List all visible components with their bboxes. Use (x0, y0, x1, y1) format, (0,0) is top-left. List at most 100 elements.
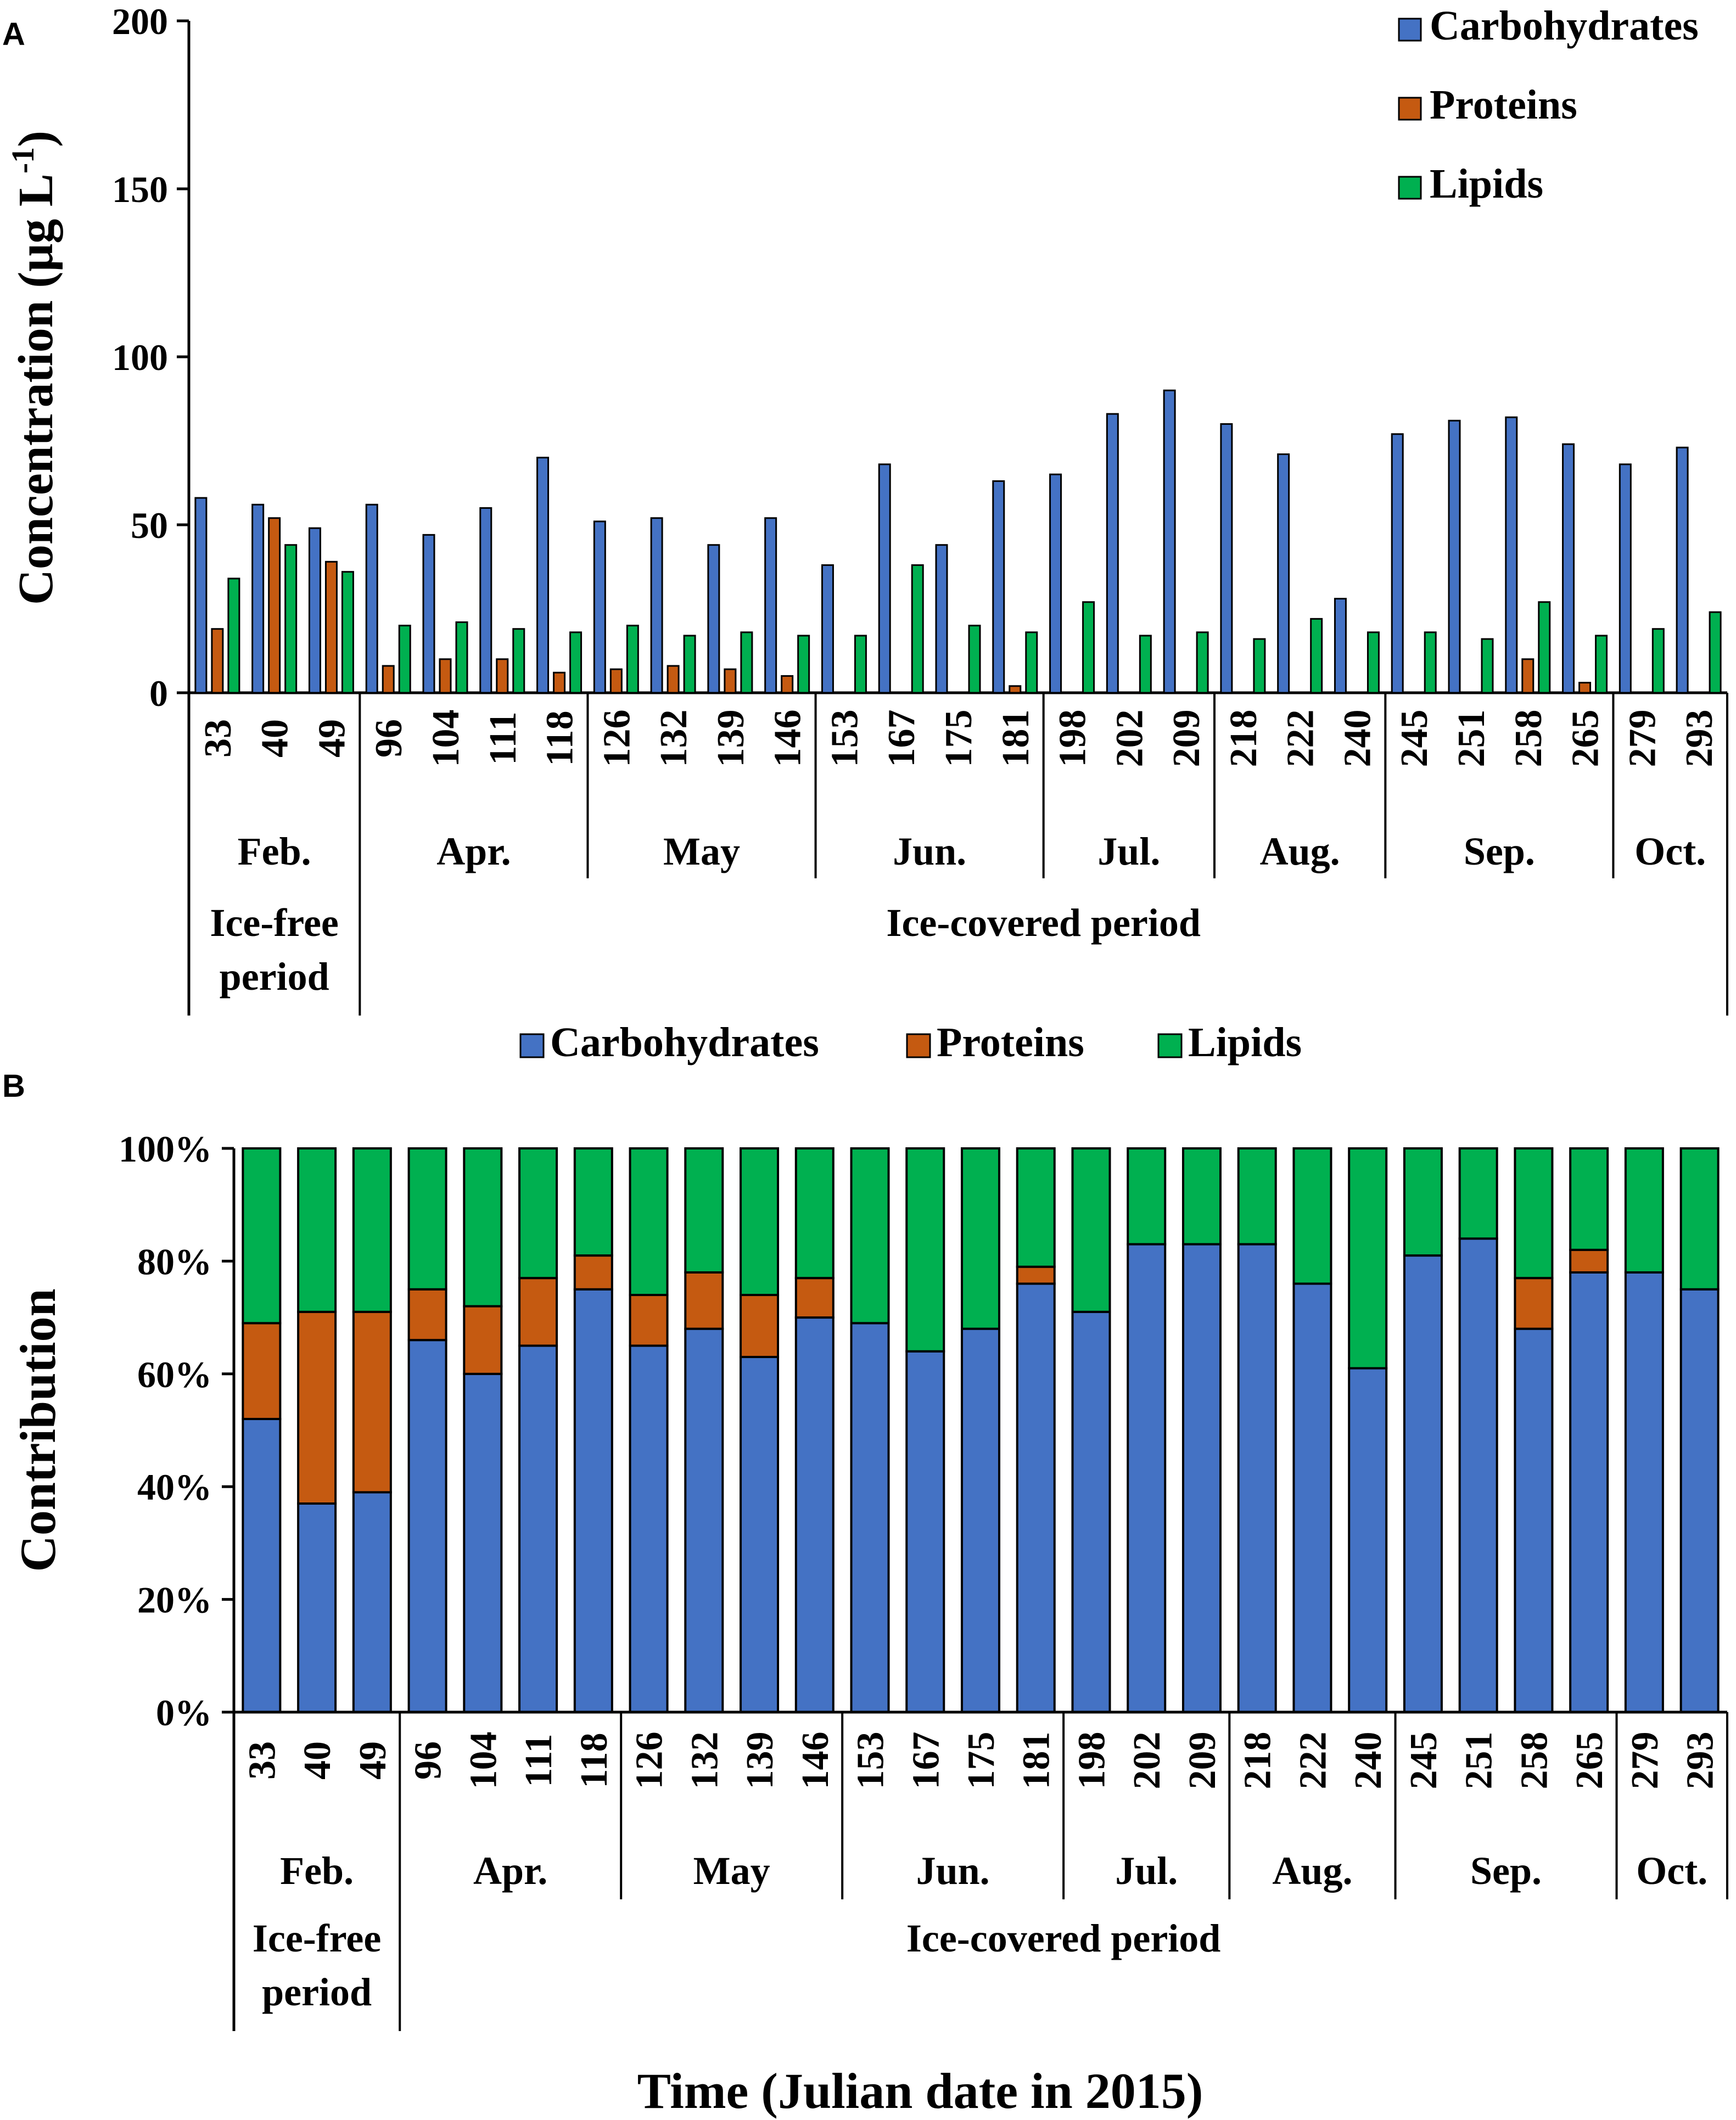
panel-a-bar-proteins (439, 658, 452, 694)
panel-b-bar-segment-proteins (242, 1322, 282, 1420)
panel-a-bar-carbohydrates (1220, 423, 1233, 694)
panel-b-contribution-chart: Carbohydrates Proteins Lipids 0% 20% 40% 60% 80… (10, 1019, 1728, 2031)
panel-b-y-axis-title: Contribution (10, 1288, 66, 1572)
panel-a-legend-label-lipids: Lipids (1430, 161, 1543, 207)
panel-a-x-tick-label: 104 (425, 710, 467, 767)
panel-b-bar-segment-carbohydrates (740, 1355, 780, 1713)
panel-b-x-tick-label: 126 (629, 1732, 671, 1790)
panel-a-bar-lipids (911, 564, 924, 694)
panel-b-bar-segment-proteins (518, 1277, 558, 1347)
panel-a-bar-carbohydrates (878, 463, 891, 694)
panel-a-bar-lipids (1424, 631, 1437, 694)
panel-b-x-tick-label: 198 (1071, 1732, 1113, 1790)
panel-a-month-label: Sep. (1464, 829, 1535, 873)
panel-a-bar-proteins (1009, 685, 1022, 694)
panel-a-bar-carbohydrates (365, 503, 378, 694)
panel-b-bar-segment-lipids (1292, 1147, 1332, 1285)
panel-b-month-label: Sep. (1470, 1849, 1542, 1893)
panel-b-x-tick-label: 175 (960, 1732, 1003, 1790)
panel-b-month-label: May (693, 1849, 770, 1893)
panel-a-bar-lipids (227, 577, 240, 694)
panel-a-bar-lipids (1310, 618, 1323, 694)
panel-a-legend-label-carbohydrates: Carbohydrates (1430, 3, 1699, 49)
panel-b-bar-segment-lipids (850, 1147, 890, 1325)
panel-a-bar-carbohydrates (992, 480, 1005, 694)
panel-a-bar-lipids (1595, 635, 1608, 694)
legend-swatch-lipids (1398, 176, 1422, 200)
panel-a-x-tick-label: 175 (938, 710, 980, 767)
legend-swatch-carbohydrates (519, 1033, 545, 1058)
panel-b-bar-segment-lipids (1181, 1147, 1222, 1246)
panel-b-bar-segment-carbohydrates (684, 1327, 724, 1713)
panel-a-y-tick-label: 200 (112, 1, 168, 42)
panel-b-bar-segment-carbohydrates (297, 1502, 337, 1713)
panel-a-bar-lipids (1082, 601, 1095, 694)
panel-b-bar-segment-lipids (1348, 1147, 1388, 1370)
panel-a-bar-carbohydrates (764, 517, 777, 694)
panel-a-legend-label-proteins: Proteins (1430, 82, 1577, 128)
panel-b-bar-segment-carbohydrates (463, 1372, 503, 1714)
panel-a-x-tick-label: 139 (710, 710, 752, 767)
panel-b-bar-segment-lipids (1679, 1147, 1720, 1291)
panel-a-bar-proteins (667, 665, 680, 694)
panel-a-x-tick-label: 222 (1280, 710, 1322, 767)
panel-b-bar-segment-proteins (629, 1294, 669, 1347)
panel-b-bar-segment-lipids (684, 1147, 724, 1274)
panel-a-bar-proteins (324, 560, 338, 694)
panel-a-month-label: Feb. (238, 829, 311, 873)
panel-a-bar-lipids (1651, 628, 1665, 694)
panel-b-bar-segment-proteins (573, 1254, 613, 1291)
panel-b-bar-segment-lipids (961, 1147, 1000, 1330)
panel-a-bar-lipids (740, 631, 753, 694)
panel-b-x-tick-label: 153 (850, 1732, 892, 1790)
panel-b-x-tick-label: 132 (684, 1732, 726, 1790)
panel-b-bar-segment-lipids (463, 1147, 503, 1308)
panel-b-bar-segment-lipids (407, 1147, 447, 1291)
panel-b-month-label: Aug. (1272, 1849, 1352, 1893)
panel-b-bar-segment-carbohydrates (573, 1288, 613, 1713)
panel-a-x-tick-label: 209 (1166, 710, 1208, 767)
panel-b-bar-segment-carbohydrates (1181, 1243, 1222, 1714)
panel-a-bar-lipids (455, 621, 468, 694)
panel-a-bar-carbohydrates (821, 564, 834, 694)
panel-b-bar-segment-proteins (297, 1310, 337, 1505)
panel-a-bar-carbohydrates (1619, 463, 1632, 694)
panel-b-x-tick-label: 258 (1513, 1732, 1555, 1790)
panel-a-bar-lipids (854, 635, 867, 694)
panel-b-x-tick-label: 218 (1237, 1732, 1279, 1790)
panel-a-x-tick-label: 218 (1223, 710, 1265, 767)
panel-a-bar-carbohydrates (1391, 433, 1404, 694)
panel-b-y-tick-label: 0% (156, 1692, 212, 1734)
panel-a-bar-proteins (268, 517, 281, 694)
panel-b-month-label: Jun. (916, 1849, 990, 1893)
panel-b-y-tick-label: 80% (137, 1241, 212, 1282)
panel-a-x-tick-label: 245 (1393, 710, 1436, 767)
panel-a-bar-carbohydrates (1277, 453, 1290, 694)
panel-b-bar-segment-lipids (1624, 1147, 1664, 1274)
panel-b-month-label: Oct. (1636, 1849, 1707, 1893)
panel-b-x-tick-label: 49 (352, 1741, 394, 1780)
panel-b-legend-label-proteins: Proteins (937, 1019, 1084, 1065)
panel-a-bar-carbohydrates (536, 457, 550, 694)
panel-a-x-tick-label: 146 (767, 710, 809, 767)
panel-a-month-label: Aug. (1260, 829, 1340, 873)
panel-a-bar-lipids (1025, 631, 1038, 694)
panel-a-y-axis-title-main: Concentration (μg L (9, 173, 63, 605)
panel-a-bar-lipids (284, 544, 298, 694)
panel-a-bar-proteins (609, 668, 623, 694)
panel-b-bar-segment-lipids (1458, 1147, 1498, 1240)
panel-b-bar-segment-carbohydrates (1127, 1243, 1167, 1714)
panel-b-x-tick-label: 265 (1569, 1732, 1611, 1790)
panel-a-y-tick-label: 0 (149, 672, 168, 714)
panel-a-month-label: Jun. (893, 829, 966, 873)
panel-a-month-label: Jul. (1097, 829, 1160, 873)
panel-a-bar-carbohydrates (1505, 416, 1518, 694)
panel-a-bar-carbohydrates (1049, 473, 1062, 694)
panel-a-x-tick-label: 167 (881, 710, 923, 767)
panel-a-bar-lipids (683, 635, 696, 694)
panel-b-bar-segment-lipids (1071, 1147, 1111, 1313)
panel-a-period-label: Ice-free (210, 901, 338, 945)
panel-b-letter: B (2, 1068, 25, 1104)
panel-b-legend-label-lipids: Lipids (1188, 1019, 1302, 1065)
